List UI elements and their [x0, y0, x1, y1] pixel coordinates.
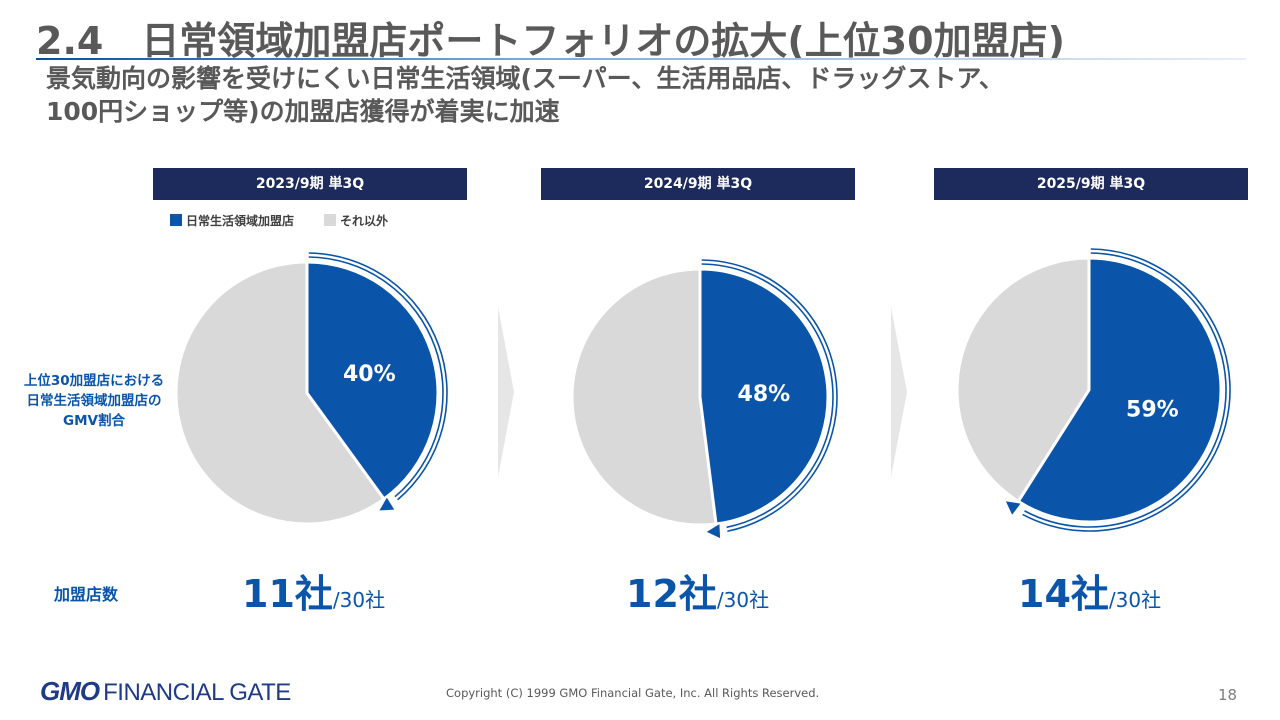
pie-2-arc-line-2: [701, 259, 838, 533]
period-header-2024: 2024/9期 単3Q: [541, 168, 855, 200]
pie-1-percent-label: 40%: [343, 362, 396, 387]
pie-3-percent-label: 59%: [1126, 397, 1179, 422]
legend-item-daily: 日常生活領域加盟店: [170, 212, 294, 229]
legend-label-other: それ以外: [340, 213, 389, 228]
pie-3-slice-daily: [1016, 256, 1223, 524]
title-divider: [36, 58, 1246, 60]
pie-1-arc-line-1: [308, 256, 444, 498]
merchant-count-2024-total: /30社: [716, 588, 770, 612]
chart-legend: 日常生活領域加盟店 それ以外: [170, 211, 418, 229]
slide-subtitle: 景気動向の影響を受けにくい日常生活領域(スーパー、生活用品店、ドラッグストア、 …: [46, 62, 1246, 128]
gmv-ratio-label-line-3: GMV割合: [63, 413, 125, 429]
merchant-count-2023-value: 11社: [242, 572, 333, 616]
transition-arrow-1: [498, 307, 514, 477]
period-header-2023: 2023/9期 単3Q: [153, 168, 467, 200]
pie-2-slice-daily: [698, 267, 830, 526]
pie-2-arrowhead: [706, 524, 721, 539]
legend-swatch-other: [324, 214, 337, 226]
subtitle-line-1: 景気動向の影響を受けにくい日常生活領域(スーパー、生活用品店、ドラッグストア、: [46, 64, 1004, 93]
gmv-ratio-label-line-2: 日常生活領域加盟店の: [26, 393, 162, 409]
pie-2-arc-line-1: [701, 263, 834, 529]
merchant-count-2025: 14社/30社: [1018, 563, 1161, 618]
merchant-count-2025-value: 14社: [1018, 572, 1109, 616]
page-number: 18: [1218, 686, 1238, 704]
transition-arrow-2: [891, 307, 907, 477]
pie-3-arc-line-2: [1022, 248, 1231, 532]
company-logo: GMO FINANCIAL GATE: [40, 676, 291, 706]
pie-3-arc-line-1: [1024, 252, 1227, 528]
pie-1-slice-other: [174, 260, 387, 526]
merchant-count-2023-total: /30社: [332, 588, 386, 612]
gmv-ratio-label: 上位30加盟店における 日常生活領域加盟店の GMV割合: [4, 371, 184, 431]
merchant-count-label: 加盟店数: [54, 585, 119, 604]
pie-2-percent-label: 48%: [738, 382, 791, 407]
slide-title: 2.4 日常領域加盟店ポートフォリオの拡大(上位30加盟店): [36, 19, 1065, 63]
pie-1-arrowhead: [379, 497, 395, 511]
merchant-count-2024: 12社/30社: [626, 563, 769, 618]
copyright-notice: Copyright (C) 1999 GMO Financial Gate, I…: [446, 686, 820, 700]
merchant-count-2025-total: /30社: [1108, 588, 1162, 612]
pie-1-slice-daily: [305, 260, 440, 502]
merchant-count-2024-value: 12社: [626, 572, 717, 616]
subtitle-line-2: 100円ショップ等)の加盟店獲得が着実に加速: [46, 97, 560, 126]
pie-3-arrowhead: [1005, 501, 1021, 515]
merchant-count-2023: 11社/30社: [242, 563, 385, 618]
pie-1-arc-line-2: [308, 252, 448, 501]
pie-2-slice-other: [570, 267, 718, 527]
legend-item-other: それ以外: [324, 212, 388, 229]
period-header-2025: 2025/9期 単3Q: [934, 168, 1248, 200]
gmv-ratio-label-line-1: 上位30加盟店における: [23, 373, 165, 389]
legend-label-daily: 日常生活領域加盟店: [186, 213, 295, 228]
legend-swatch-daily: [170, 214, 182, 226]
